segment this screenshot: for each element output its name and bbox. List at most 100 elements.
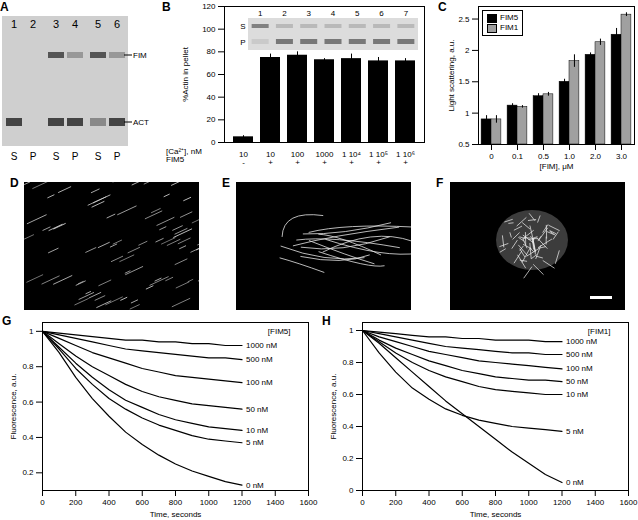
svg-text:[FIM5]: [FIM5] (268, 327, 291, 336)
svg-text:1: 1 (349, 326, 354, 335)
svg-text:Time, seconds: Time, seconds (150, 510, 202, 519)
svg-text:40: 40 (207, 93, 216, 102)
svg-text:1 10⁵+: 1 10⁵+ (369, 150, 388, 167)
svg-text:400: 400 (102, 498, 116, 507)
svg-text:2.0: 2.0 (590, 152, 602, 161)
svg-text:10 nM: 10 nM (566, 390, 589, 399)
svg-text:3.0: 3.0 (616, 152, 628, 161)
svg-text:0.4: 0.4 (22, 433, 34, 442)
svg-text:3: 3 (53, 18, 59, 30)
svg-text:0.5: 0.5 (458, 140, 470, 149)
svg-text:Time, seconds: Time, seconds (470, 510, 522, 519)
svg-text:1: 1 (465, 109, 470, 118)
svg-text:4: 4 (331, 9, 336, 18)
svg-text:0: 0 (40, 498, 45, 507)
svg-text:Fluorescence, a.u.: Fluorescence, a.u. (329, 374, 338, 440)
svg-text:60: 60 (207, 70, 216, 79)
svg-text:2: 2 (465, 46, 470, 55)
svg-text:100: 100 (202, 25, 216, 34)
svg-text:Light scattering, a.u.: Light scattering, a.u. (447, 39, 456, 111)
svg-text:0 nM: 0 nM (566, 478, 584, 487)
svg-text:1: 1 (29, 327, 34, 336)
svg-text:2: 2 (282, 9, 287, 18)
svg-text:0: 0 (489, 152, 494, 161)
svg-text:600: 600 (456, 498, 470, 507)
svg-text:1.5: 1.5 (458, 77, 470, 86)
svg-text:0.4: 0.4 (342, 422, 354, 431)
svg-text:1200: 1200 (233, 498, 251, 507)
svg-text:P: P (30, 151, 37, 162)
svg-text:P: P (240, 38, 245, 47)
svg-text:100+: 100+ (291, 150, 305, 167)
svg-text:4: 4 (72, 18, 78, 30)
svg-text:800: 800 (169, 498, 183, 507)
svg-text:[FIM], μM: [FIM], μM (540, 162, 574, 171)
svg-text:0: 0 (211, 138, 216, 147)
svg-text:0.8: 0.8 (342, 358, 354, 367)
svg-text:600: 600 (136, 498, 150, 507)
svg-text:5: 5 (355, 9, 360, 18)
svg-text:6: 6 (114, 18, 120, 30)
svg-text:200: 200 (389, 498, 403, 507)
svg-text:1 10⁶+: 1 10⁶+ (396, 150, 415, 167)
svg-text:0.6: 0.6 (22, 398, 34, 407)
svg-text:2: 2 (30, 18, 36, 30)
svg-text:0.2: 0.2 (22, 468, 34, 477)
svg-text:1 10⁴+: 1 10⁴+ (342, 150, 362, 167)
svg-text:S: S (53, 151, 60, 162)
svg-text:1000+: 1000+ (316, 150, 334, 167)
svg-text:S: S (11, 151, 18, 162)
svg-text:1: 1 (11, 18, 17, 30)
svg-text:P: P (114, 151, 121, 162)
svg-text:1200: 1200 (553, 498, 571, 507)
svg-text:0: 0 (360, 498, 365, 507)
svg-text:500 nM: 500 nM (566, 350, 593, 359)
svg-text:0 nM: 0 nM (246, 481, 264, 490)
svg-text:5 nM: 5 nM (246, 438, 264, 447)
svg-text:100 nM: 100 nM (246, 378, 273, 387)
svg-text:10 nM: 10 nM (246, 426, 269, 435)
svg-text:0.6: 0.6 (342, 390, 354, 399)
svg-text:P: P (72, 151, 79, 162)
svg-text:[FIM1]: [FIM1] (588, 327, 611, 336)
svg-text:1000 nM: 1000 nM (566, 337, 597, 346)
svg-text:0: 0 (349, 486, 354, 495)
svg-text:1600: 1600 (620, 498, 638, 507)
svg-text:500 nM: 500 nM (246, 355, 273, 364)
svg-text:S: S (95, 151, 102, 162)
svg-text:Fluorescence, a.u.: Fluorescence, a.u. (9, 374, 18, 440)
svg-text:5: 5 (95, 18, 101, 30)
svg-text:1000: 1000 (200, 498, 218, 507)
svg-text:S: S (240, 22, 245, 31)
svg-text:120: 120 (202, 2, 216, 11)
svg-text:10-: 10- (239, 150, 248, 167)
svg-text:1000: 1000 (520, 498, 538, 507)
svg-text:80: 80 (207, 47, 216, 56)
svg-text:800: 800 (489, 498, 503, 507)
svg-text:1: 1 (258, 9, 263, 18)
svg-text:1400: 1400 (586, 498, 604, 507)
svg-text:1.0: 1.0 (564, 152, 576, 161)
svg-text:6: 6 (379, 9, 384, 18)
svg-text:400: 400 (422, 498, 436, 507)
svg-text:1600: 1600 (300, 498, 318, 507)
svg-text:5 nM: 5 nM (566, 427, 584, 436)
svg-text:0.8: 0.8 (22, 362, 34, 371)
svg-text:50 nM: 50 nM (246, 405, 269, 414)
svg-text:200: 200 (69, 498, 83, 507)
svg-text:2.5: 2.5 (458, 15, 470, 24)
svg-text:10+: 10+ (266, 150, 275, 167)
svg-text:0.2: 0.2 (342, 454, 354, 463)
svg-text:20: 20 (207, 115, 216, 124)
svg-text:%Actin in pellet: %Actin in pellet (181, 46, 190, 101)
svg-text:1400: 1400 (266, 498, 284, 507)
svg-text:0.5: 0.5 (538, 152, 550, 161)
svg-text:ACT: ACT (133, 118, 149, 127)
svg-text:7: 7 (404, 9, 409, 18)
svg-text:3: 3 (306, 9, 311, 18)
svg-text:0.1: 0.1 (512, 152, 524, 161)
svg-text:1000 nM: 1000 nM (246, 341, 277, 350)
svg-text:50 nM: 50 nM (566, 377, 589, 386)
svg-text:100 nM: 100 nM (566, 364, 593, 373)
svg-text:FIM: FIM (133, 51, 147, 60)
